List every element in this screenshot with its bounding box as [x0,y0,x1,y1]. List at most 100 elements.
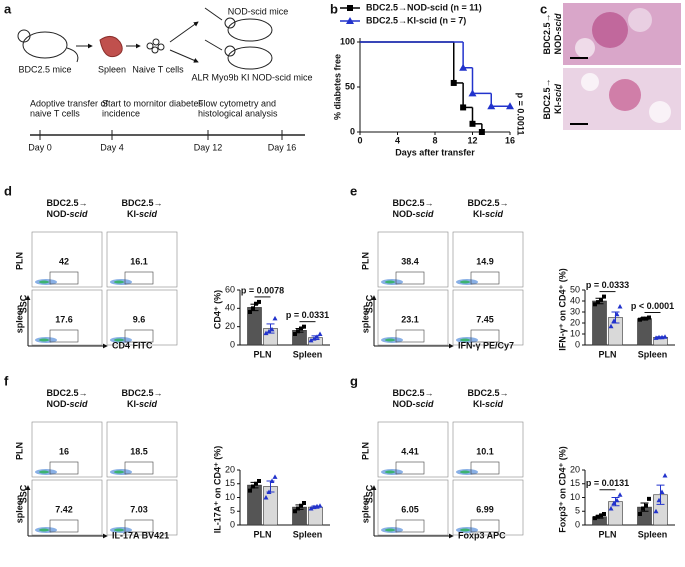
events [460,528,470,532]
events [114,338,124,342]
point [659,489,665,494]
point [248,310,252,314]
flow-plot [31,479,103,536]
header-italic: scid [139,399,158,409]
bar [592,300,607,346]
x-axis-label: Days after transfer [395,147,475,157]
header-italic: scid [415,209,434,219]
header-italic: scid [485,399,504,409]
gate [395,519,425,533]
events [385,470,395,474]
scheme-label: BDC2.5 mice [18,64,71,74]
p-value: p = 0.0131 [586,478,629,488]
point [656,497,662,503]
scheme-label: NOD-scid mice [228,6,289,16]
point [611,500,617,505]
y-axis-label: CD4⁺ (%) [212,290,222,329]
header-line: NOD- [553,32,563,55]
point [308,337,314,343]
header-italic: scid [485,209,504,219]
group-header: BDC2.5→KI-scid [121,388,162,409]
gate [124,461,154,475]
header-line: NOD- [46,209,69,219]
point [251,306,255,311]
point [293,509,297,514]
gate-value: 7.03 [130,504,148,514]
events [114,528,124,532]
gate [470,519,500,533]
x-tick-label: PLN [254,529,272,539]
point [308,506,314,511]
x-tick-label: 0 [357,135,362,145]
point [317,503,323,508]
header-line: KI- [127,209,139,219]
gate-value: 7.45 [476,314,494,324]
y-tick-label: 10 [225,492,235,502]
events [114,280,124,284]
flow-plot [452,421,524,478]
gate-value: 10.1 [476,446,494,456]
point [617,304,623,309]
legend-label: BDC2.5→NOD-scid (n = 11) [366,2,482,12]
point [266,328,272,334]
y-tick-label: 10 [570,492,580,502]
point [293,332,297,336]
gate-value: 9.6 [133,314,146,324]
point [251,484,255,489]
day-label: Day 4 [100,142,124,152]
y-tick-label: 0 [230,339,235,349]
point [272,474,278,479]
panel-letter: b [330,1,338,16]
step-text: naive T cells [30,108,80,118]
point [296,506,300,511]
flow-plot [31,421,103,478]
group-header: BDC2.5→NOD-scid [46,388,88,409]
flow-plot [452,289,524,346]
point [614,497,620,503]
point [596,514,600,519]
header-line: NOD- [392,399,415,409]
point [257,479,261,483]
gate-value: 23.1 [401,314,419,324]
y-axis-label: SSC [18,294,28,313]
row-label: spleen [360,305,370,334]
scheme-label: Spleen [98,64,126,74]
header-line: KI- [127,399,139,409]
point [662,473,668,478]
gate [395,271,425,285]
y-tick-label: 15 [570,478,580,488]
x-axis-label: CD4 FITC [112,340,153,350]
y-tick-label: 0 [230,519,235,529]
point [302,324,306,329]
flow-plot [31,289,103,346]
y-tick-label: 0 [350,126,355,136]
y-tick-label: 60 [225,284,235,294]
p-value: p = 0.0331 [286,310,329,320]
events [460,280,470,284]
point [638,317,642,322]
header-line: KI- [553,102,563,114]
point [299,503,303,508]
point [254,301,258,306]
point [257,299,261,304]
gate-value: 6.05 [401,504,419,514]
point [617,492,623,497]
y-tick-label: 40 [225,303,235,313]
flow-plot [106,289,178,346]
header-line: NOD- [392,209,415,219]
group-header: BDC2.5→NOD-scid [392,388,434,409]
scheme-art [17,7,305,136]
y-axis-label: SSC [364,484,374,503]
group-header: BDC2.5→KI-scid [467,388,508,409]
point [272,315,278,321]
point [263,330,269,336]
header-italic: scid [69,399,88,409]
point [599,297,603,302]
point [248,488,252,493]
y-axis-label: SSC [364,294,374,313]
point [296,329,300,334]
gate-value: 16 [59,446,69,456]
point [266,489,272,494]
x-tick-label: Spleen [638,529,668,539]
gate-value: 16.1 [130,256,148,266]
